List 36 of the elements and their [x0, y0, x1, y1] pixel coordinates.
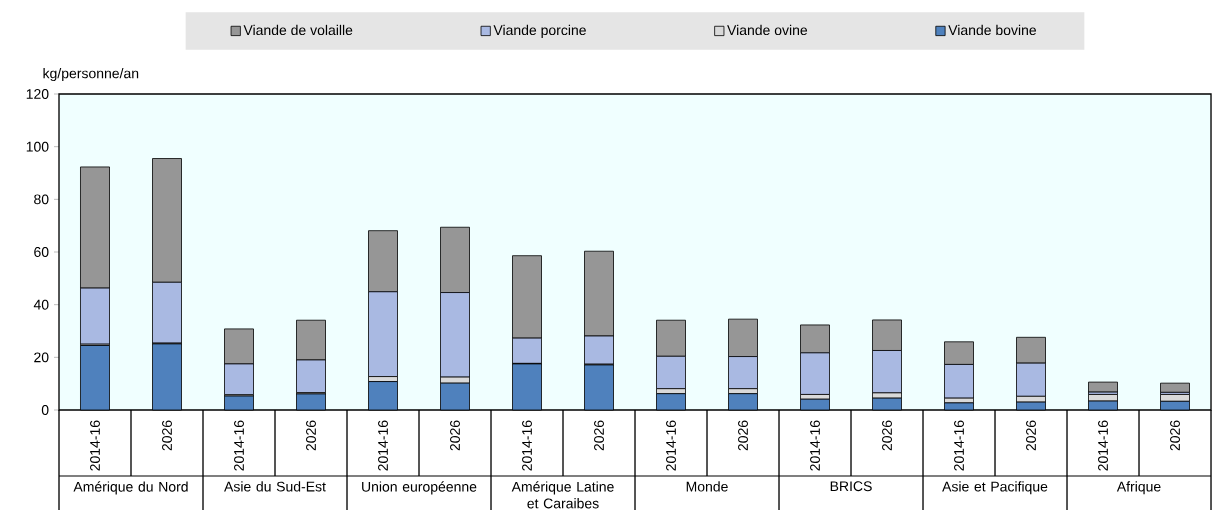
x-tick-label: 2014-16	[234, 420, 244, 471]
x-tick-label: 2026	[1170, 420, 1180, 451]
text: Monde	[686, 481, 728, 492]
text: Asie du Sud-Est	[224, 481, 326, 492]
text: Asie et Pacifique	[942, 481, 1048, 495]
legend-label: Viande ovine	[727, 24, 808, 36]
y-tick-label: 80	[34, 194, 49, 205]
y-tick-label: 100	[26, 141, 49, 152]
text: Afrique	[1116, 481, 1161, 495]
text: Union européenne	[362, 481, 477, 495]
y-tick-label: 0	[41, 405, 49, 415]
x-tick-label: 2014-16	[810, 420, 820, 471]
y-axis-title: kg/personne/an	[43, 68, 139, 82]
x-tick-label: 2014-16	[90, 420, 100, 471]
x-tick-label: 2014-16	[954, 420, 964, 471]
x-tick-label: 2014-16	[1098, 420, 1108, 471]
x-tick-label: 2014-16	[522, 420, 532, 471]
x-tick-label: 2026	[450, 420, 460, 451]
y-tick-label: 60	[34, 247, 49, 257]
x-tick-label: 2026	[1026, 420, 1036, 451]
x-tick-label: 2026	[162, 420, 172, 451]
x-tick-label: 2026	[738, 420, 748, 451]
legend-label: Viande de volaille	[243, 24, 353, 36]
x-tick-label: 2026	[594, 420, 604, 451]
x-tick-label: 2014-16	[666, 420, 676, 471]
legend-label: Viande bovine	[948, 24, 1037, 36]
y-tick-label: 20	[34, 352, 49, 363]
x-tick-label: 2026	[306, 420, 316, 451]
text: BRICS	[830, 481, 872, 492]
legend-label: Viande porcine	[493, 24, 586, 38]
y-tick-label: 40	[33, 299, 49, 310]
text: Amérique Latine et Caraibes	[511, 481, 614, 509]
y-tick-label: 120	[26, 89, 49, 99]
x-tick-label: 2026	[882, 420, 892, 451]
text: Amérique du Nord	[73, 481, 188, 495]
x-tick-label: 2014-16	[378, 420, 388, 471]
